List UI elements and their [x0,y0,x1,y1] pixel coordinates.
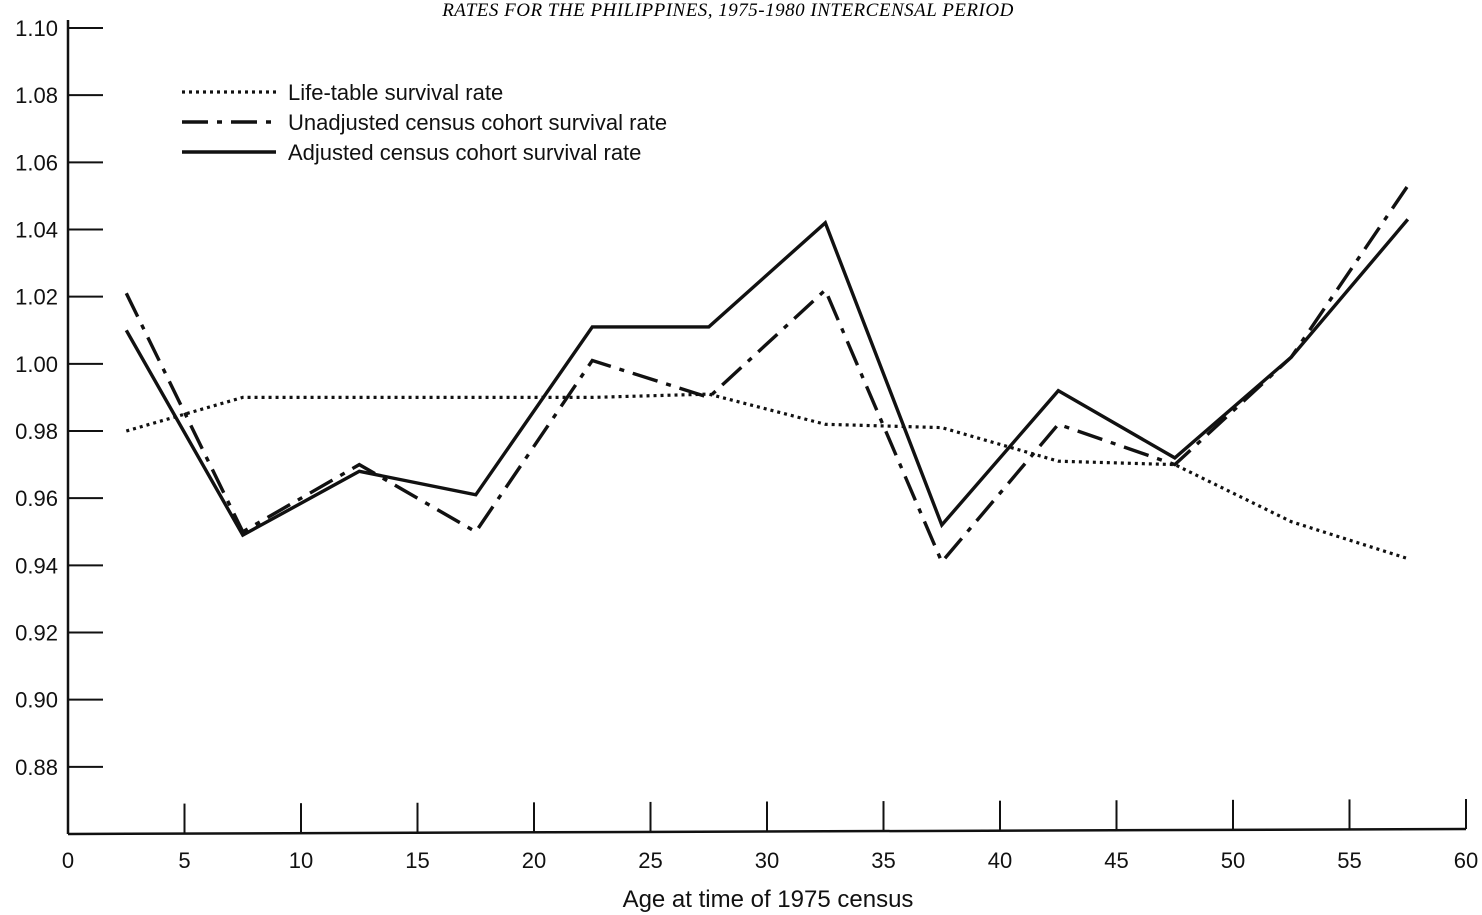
x-axis-title: Age at time of 1975 census [623,886,914,913]
y-tick-label: 1.10 [15,16,58,41]
legend-label: Unadjusted census cohort survival rate [288,110,667,135]
x-tick-label: 15 [405,848,429,873]
x-tick-label: 35 [871,848,895,873]
y-tick-label: 1.02 [15,285,58,310]
y-tick-label: 0.88 [15,755,58,780]
y-tick-label: 0.98 [15,419,58,444]
x-tick-label: 10 [289,848,313,873]
legend-label: Adjusted census cohort survival rate [288,140,641,165]
y-tick-label: 0.92 [15,621,58,646]
y-tick-label: 1.06 [15,150,58,175]
y-tick-label: 0.96 [15,486,58,511]
y-tick-label: 1.00 [15,352,58,377]
series-layer [124,184,1410,566]
y-tick-label: 0.94 [15,553,58,578]
x-tick-label: 55 [1337,848,1361,873]
series-line-dotted [125,392,1409,561]
x-tick-label: 25 [638,848,662,873]
legend-label: Life-table survival rate [288,80,503,105]
y-tick-label: 0.90 [15,688,58,713]
x-tick-label: 5 [178,848,190,873]
x-tick-label: 20 [522,848,546,873]
x-tick-label: 50 [1221,848,1245,873]
axes: 1.10 1.08 1.06 1.04 1.02 1.00 0.98 0.96 0.94 0.92… [15,16,1478,873]
y-tick-label: 1.08 [15,83,58,108]
x-tick-label: 40 [988,848,1012,873]
series-line-dash-dot [124,184,1410,566]
chart-title: RATES FOR THE PHILIPPINES, 1975-1980 INT… [441,0,1014,21]
y-tick-label: 1.04 [15,218,58,243]
series-line-solid [124,218,1410,538]
legend: Life-table survival rate Unadjusted censu… [182,80,667,165]
x-tick-label: 0 [62,848,74,873]
x-tick-label: 45 [1104,848,1128,873]
x-tick-label: 30 [755,848,779,873]
x-tick-label: 60 [1454,848,1478,873]
